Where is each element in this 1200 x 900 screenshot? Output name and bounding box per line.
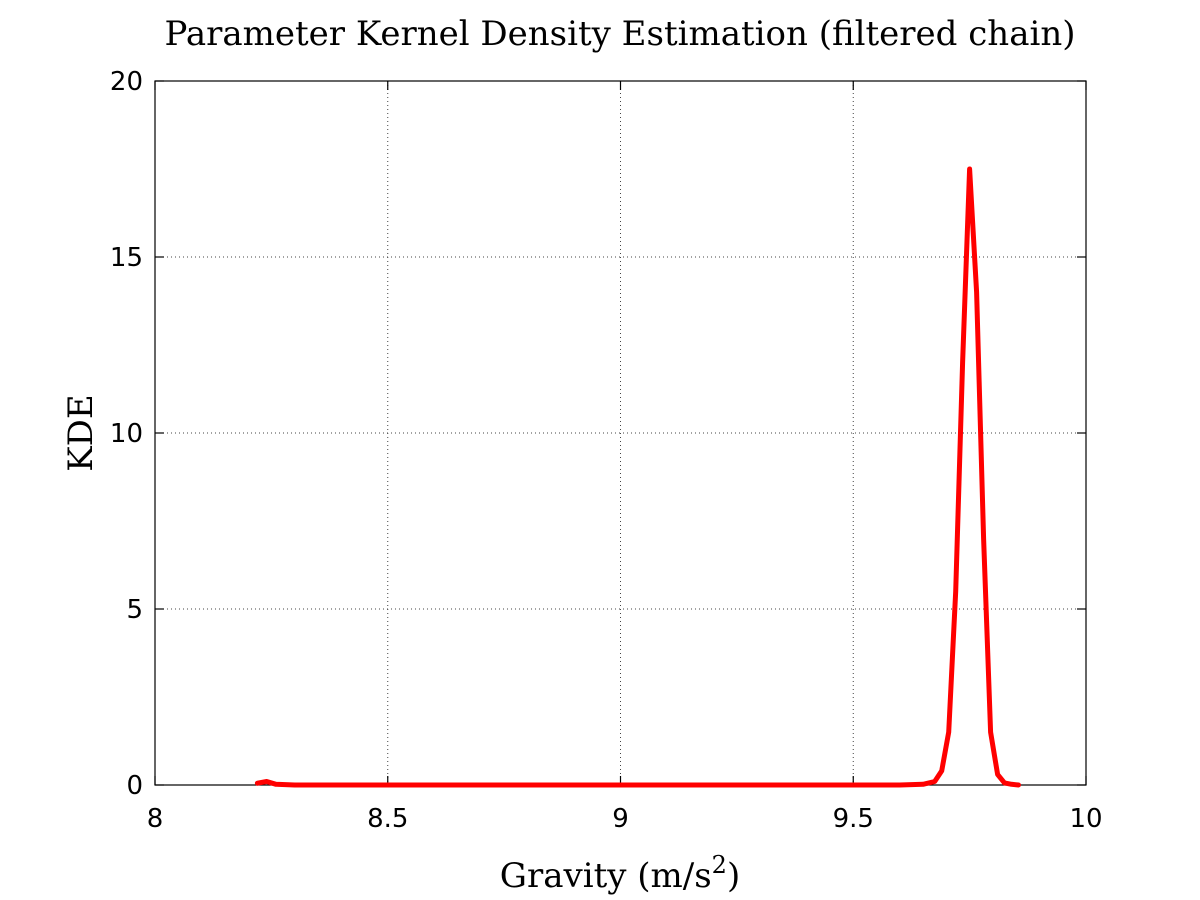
y-tick-label: 20 (110, 67, 143, 97)
x-tick-label: 10 (1069, 804, 1102, 834)
kde-series-line (254, 166, 1021, 788)
grid-lines (155, 81, 1086, 785)
x-tick-label: 9.5 (833, 804, 874, 834)
series-layer (254, 166, 1021, 788)
y-tick-label: 5 (126, 595, 143, 625)
y-tick-label: 15 (110, 243, 143, 273)
x-axis-label-main: Gravity (m/s (500, 856, 712, 896)
chart-title: Parameter Kernel Density Estimation (fil… (164, 14, 1075, 54)
x-tick-label: 8.5 (367, 804, 408, 834)
x-tick-label: 8 (147, 804, 164, 834)
y-tick-label: 0 (126, 771, 143, 801)
x-axis-label-sup: 2 (712, 851, 727, 879)
x-tick-label: 9 (612, 804, 629, 834)
y-tick-label: 10 (110, 419, 143, 449)
y-axis-label: KDE (61, 394, 101, 471)
x-axis-label-tail: ) (727, 856, 740, 896)
x-axis-label: Gravity (m/s2) (500, 851, 740, 896)
axis-ticks: 8 8.5 9 9.5 10 0 5 10 15 20 (110, 67, 1103, 834)
